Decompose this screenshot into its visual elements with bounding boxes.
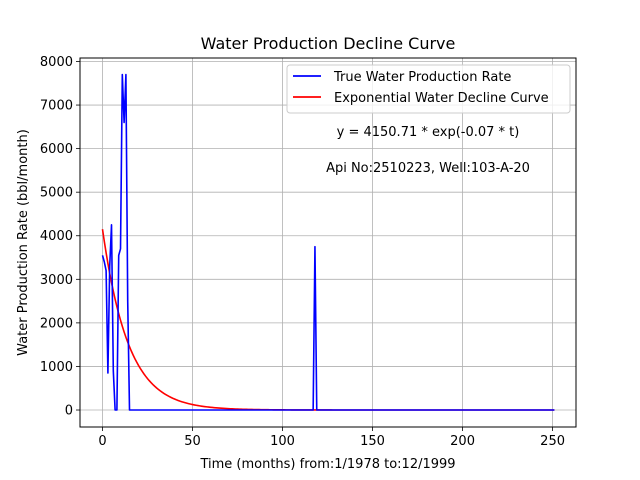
- equation-annotation: y = 4150.71 * exp(-0.07 * t): [337, 125, 520, 140]
- series-line-true-water-production-rate: [101, 73, 555, 411]
- x-tick-label: 0: [98, 434, 106, 449]
- plot-area: [101, 73, 555, 411]
- x-tick-label: 50: [184, 434, 201, 449]
- legend-label-true-rate: True Water Production Rate: [333, 70, 511, 85]
- y-tick-label: 1000: [40, 360, 73, 375]
- y-tick-label: 6000: [40, 142, 73, 157]
- y-axis-label: Water Production Rate (bbl/month): [16, 129, 31, 356]
- y-tick-label: 7000: [40, 99, 73, 114]
- y-tick-label: 0: [65, 404, 73, 419]
- legend: True Water Production Rate Exponential W…: [286, 64, 571, 114]
- x-axis-label: Time (months) from:1/1978 to:12/1999: [199, 457, 455, 472]
- x-tick-label: 100: [270, 434, 295, 449]
- well-annotation: Api No:2510223, Well:103-A-20: [326, 161, 530, 176]
- y-tick-label: 5000: [40, 186, 73, 201]
- x-tick-label: 200: [450, 434, 475, 449]
- legend-label-decline-curve: Exponential Water Decline Curve: [334, 91, 549, 106]
- x-tick-label: 250: [540, 434, 565, 449]
- y-tick-label: 2000: [40, 316, 73, 331]
- y-axis-ticks: 0 1000 2000 3000 4000 5000 6000 7000 8000: [40, 55, 80, 419]
- y-tick-label: 4000: [40, 229, 73, 244]
- chart-title: Water Production Decline Curve: [201, 34, 456, 53]
- y-tick-label: 3000: [40, 273, 73, 288]
- y-tick-label: 8000: [40, 55, 73, 70]
- axes-frame: [79, 57, 577, 428]
- x-tick-label: 150: [360, 434, 385, 449]
- x-axis-ticks: 0 50 100 150 200 250: [98, 427, 565, 449]
- legend-box: [286, 64, 571, 114]
